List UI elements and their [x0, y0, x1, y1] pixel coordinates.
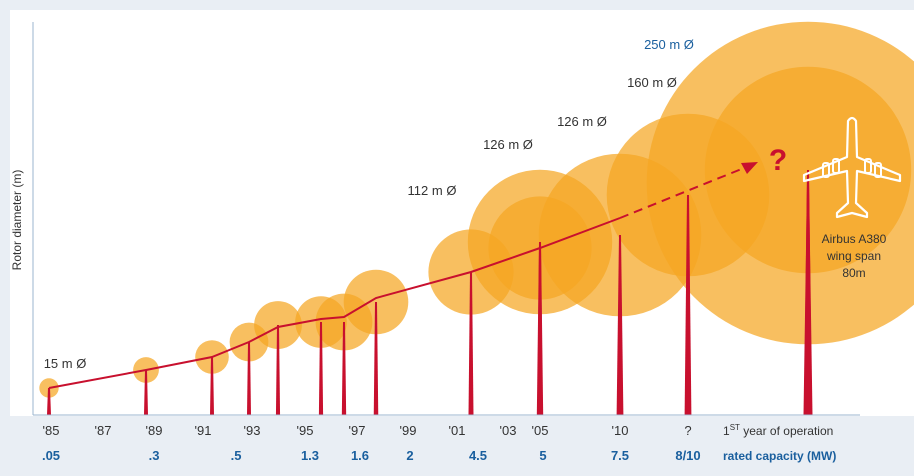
year-tick-label: '03: [500, 423, 517, 438]
year-tick-label: '05: [532, 423, 549, 438]
turbine-tower: [318, 322, 324, 415]
turbine-tower: [803, 183, 813, 415]
diameter-label: 126 m Ø: [483, 137, 533, 152]
x-axis-title: 1ST year of operation: [723, 423, 833, 438]
year-tick-label: '93: [244, 423, 261, 438]
trend-line: [48, 217, 621, 389]
airplane-icon: [802, 116, 902, 219]
turbine-tower: [275, 325, 281, 415]
capacity-tick-label: 4.5: [469, 448, 487, 463]
year-tick-label: '97: [349, 423, 366, 438]
diameter-label: 126 m Ø: [557, 114, 607, 129]
turbine-tower: [210, 357, 214, 415]
airbus-a380-annotation: Airbus A380 wing span 80m: [802, 116, 902, 280]
turbine-tower: [616, 235, 624, 415]
year-tick-label: '01: [449, 423, 466, 438]
y-axis-label: Rotor diameter (m): [10, 170, 24, 271]
turbine-tower: [536, 242, 544, 415]
trend-line-group: ?: [48, 144, 787, 389]
turbine-tower: [341, 322, 347, 415]
capacity-tick-labels: .05 .3 .5 1.3 1.6 2 4.5 5 7.5 8/10: [42, 448, 701, 463]
trend-line-projection: [619, 167, 745, 219]
turbine-tower: [144, 370, 148, 415]
year-tick-label: '91: [195, 423, 212, 438]
diameter-label: 15 m Ø: [44, 356, 87, 371]
year-tick-label: '89: [146, 423, 163, 438]
annotation-line: Airbus A380: [822, 232, 887, 246]
turbine-tower: [47, 388, 51, 415]
capacity-tick-label: 5: [539, 448, 546, 463]
capacity-tick-label: 1.6: [351, 448, 369, 463]
year-tick-label: '85: [43, 423, 60, 438]
capacity-tick-label: 7.5: [611, 448, 629, 463]
capacity-tick-label: 2: [406, 448, 413, 463]
diameter-labels: 15 m Ø 112 m Ø 126 m Ø 126 m Ø 160 m Ø 250 m …: [44, 37, 694, 371]
turbine-tower: [247, 342, 251, 415]
year-tick-label: '87: [95, 423, 112, 438]
rotor-circle: [646, 21, 914, 345]
turbine-tower: [684, 195, 692, 415]
year-tick-label: '10: [612, 423, 629, 438]
turbine-tower: [373, 302, 379, 415]
turbine-towers: [47, 170, 813, 415]
capacity-tick-label: .05: [42, 448, 60, 463]
annotation-line: wing span: [826, 249, 881, 263]
capacity-tick-label: 8/10: [675, 448, 700, 463]
year-tick-labels: '85 '87 '89 '91 '93 '95 '97 '99 '01 '03 '05 '10?: [43, 423, 692, 438]
diameter-label: 160 m Ø: [627, 75, 677, 90]
capacity-tick-label: 1.3: [301, 448, 319, 463]
turbine-tower: [468, 272, 474, 415]
arrow-head: [741, 162, 758, 174]
diameter-label: 112 m Ø: [408, 183, 457, 198]
annotation-line: 80m: [842, 266, 865, 280]
capacity-axis-title: rated capacity (MW): [723, 449, 836, 463]
question-mark: ?: [769, 144, 787, 177]
year-tick-label: '99: [400, 423, 417, 438]
year-tick-label: '95: [297, 423, 314, 438]
year-tick-label: ?: [684, 423, 691, 438]
capacity-tick-label: .5: [231, 448, 242, 463]
capacity-tick-label: .3: [149, 448, 160, 463]
diameter-label: 250 m Ø: [644, 37, 694, 52]
